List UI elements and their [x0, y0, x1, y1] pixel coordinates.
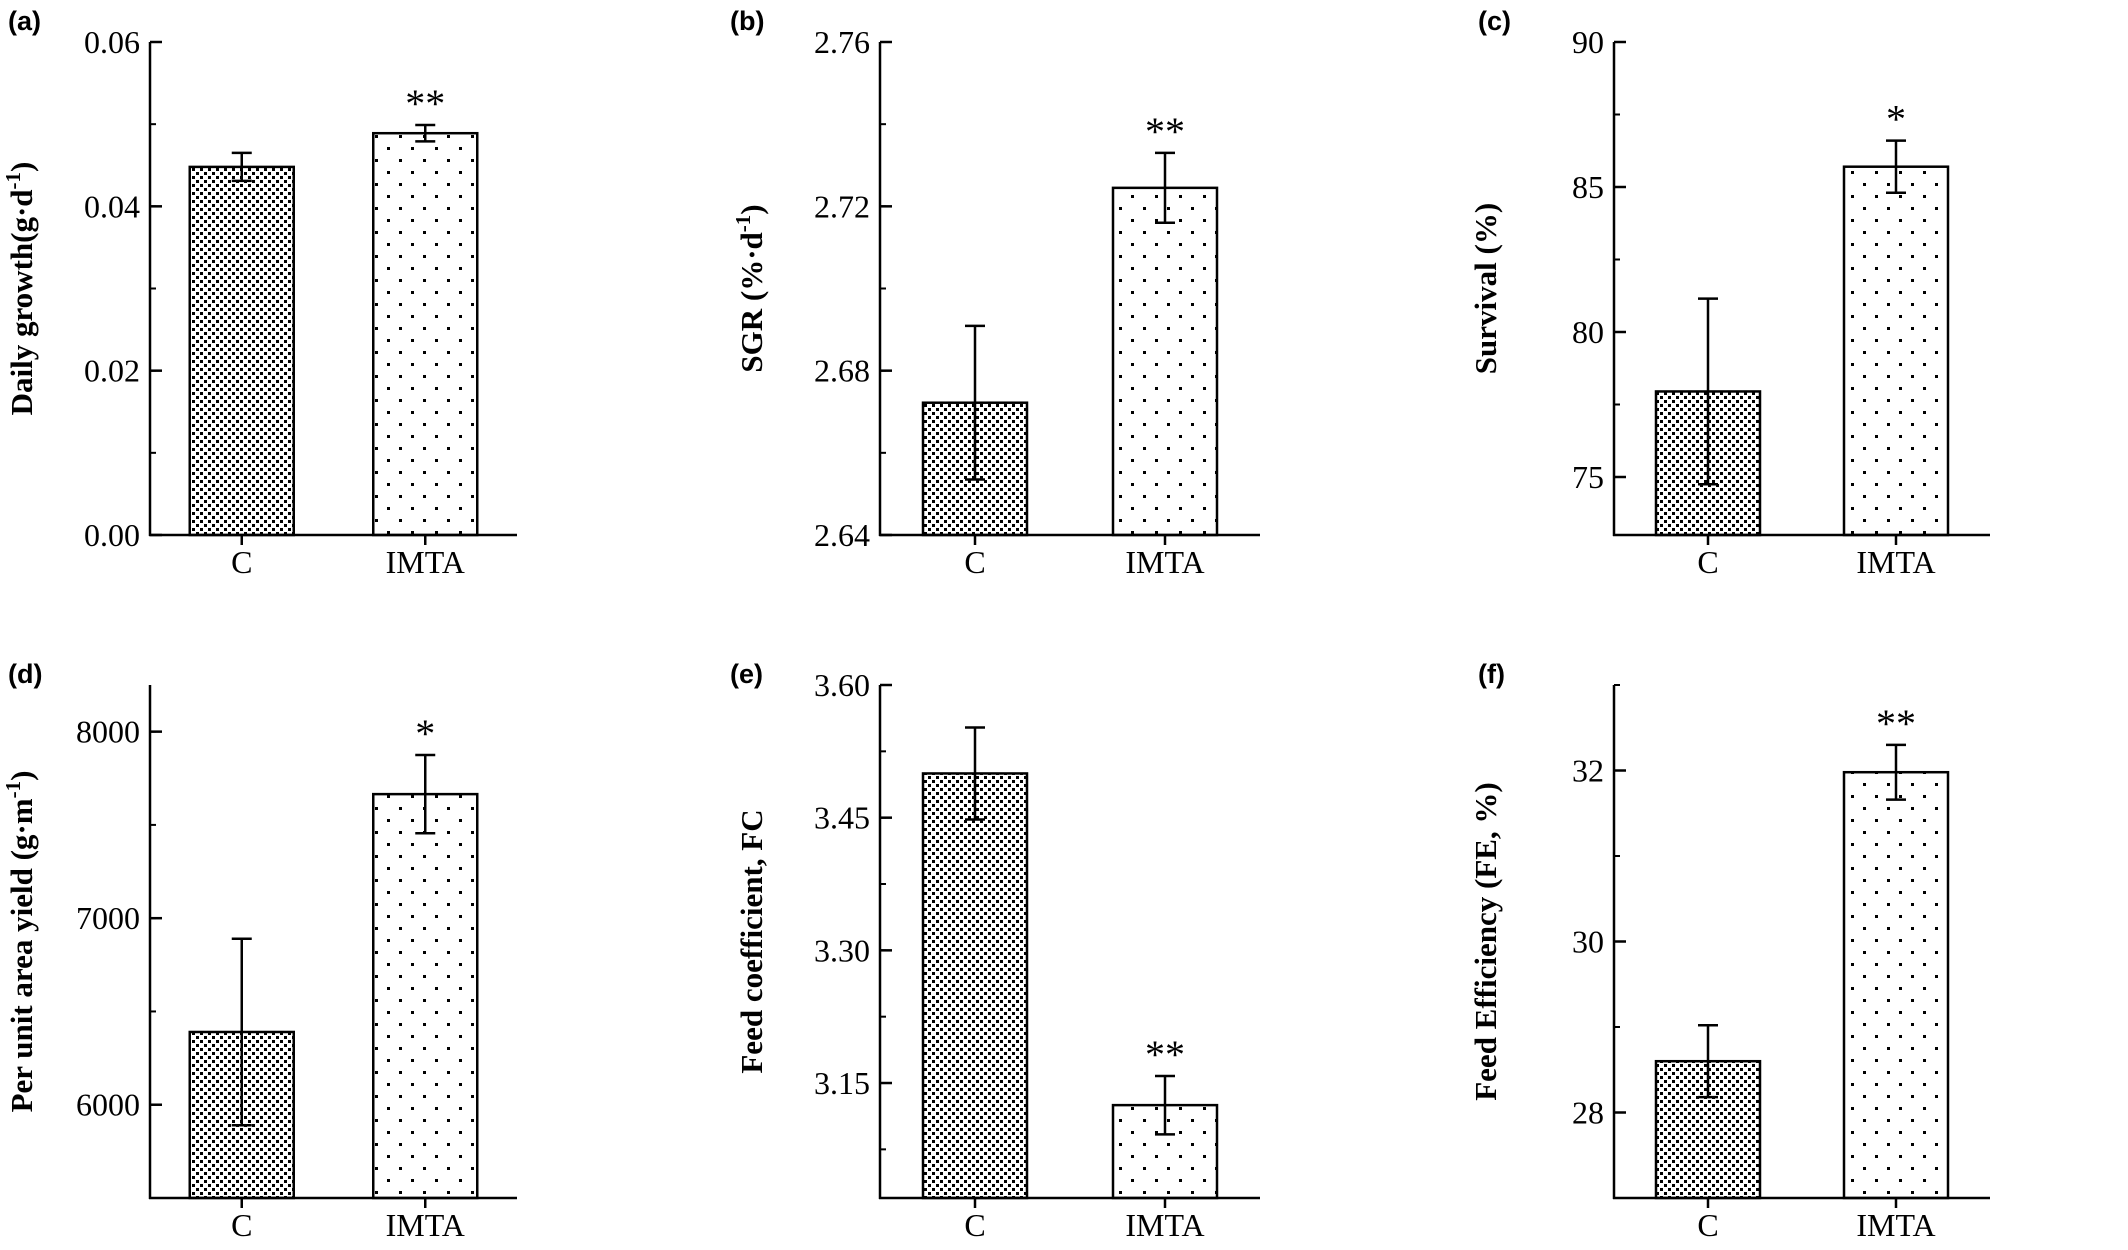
significance-label: *	[415, 711, 435, 756]
y-axis-title-main: SGR (%·d	[734, 232, 769, 372]
bar-imta	[1111, 186, 1219, 537]
bar-c	[921, 772, 1029, 1200]
significance-label: *	[1886, 97, 1906, 142]
panel-e: (e) C ** IMTA 3.15 3.30 3.45 3.60 Feed coefficie…	[730, 659, 1260, 1243]
panel-f: (f) C ** IMTA 28 30 32 Feed Efficiency (FE, %)	[1468, 659, 1990, 1243]
bar-imta	[1842, 770, 1950, 1200]
x-tick-label: IMTA	[1125, 1207, 1204, 1243]
bar-imta	[372, 792, 479, 1200]
y-tick-label: 2.68	[814, 353, 870, 389]
y-tick-label: 80	[1572, 314, 1604, 350]
panel-d: (d) C * IMTA 6000 7000 8000 Per unit area yield…	[1, 659, 517, 1243]
x-tick-label: IMTA	[1856, 1207, 1935, 1243]
x-tick-label: C	[1697, 1207, 1718, 1243]
y-axis-title-main: Per unit area yield (g·m	[4, 798, 39, 1112]
y-tick-label: 28	[1572, 1095, 1604, 1131]
y-axis-title-main: Survival (%)	[1468, 203, 1503, 374]
significance-label: **	[405, 81, 445, 126]
x-tick-label: C	[1697, 544, 1718, 580]
y-axis-title-main: Daily growth(g·d	[4, 189, 39, 415]
panel-b: (b) C ** IMTA 2.64 2.68 2.72 2.76 SGR (%·d-1)	[730, 6, 1260, 580]
x-tick-label: IMTA	[386, 544, 465, 580]
bar-c	[188, 165, 295, 537]
y-tick-label: 0.04	[84, 188, 140, 224]
y-tick-label: 0.00	[84, 517, 140, 553]
y-tick-label: 0.06	[84, 24, 140, 60]
y-tick-label: 75	[1572, 459, 1604, 495]
x-tick-label: IMTA	[1856, 544, 1935, 580]
y-tick-label: 2.72	[814, 188, 870, 224]
x-tick-label: C	[964, 1207, 985, 1243]
bar-imta	[1842, 165, 1950, 537]
y-axis-title: Feed coefficient, FC	[734, 809, 769, 1073]
panel-a: (a) C ** IMTA 0.00 0.02 0.04 0.06 Daily growth(g…	[1, 6, 517, 580]
y-axis-title-superscript: -1	[1, 781, 25, 799]
x-tick-label: IMTA	[1125, 544, 1204, 580]
y-axis-title-main: Feed Efficiency (FE, %)	[1468, 782, 1503, 1101]
y-axis-title: Per unit area yield (g·m-1)	[1, 771, 39, 1113]
bar-imta	[372, 131, 479, 537]
y-tick-label: 6000	[76, 1087, 140, 1123]
x-tick-label: IMTA	[386, 1207, 465, 1243]
panel-letter: (b)	[730, 6, 764, 36]
x-tick-label: C	[964, 544, 985, 580]
y-tick-label: 2.76	[814, 24, 870, 60]
y-tick-label: 8000	[76, 714, 140, 750]
y-axis-title: SGR (%·d-1)	[731, 204, 769, 372]
y-axis-title-superscript: -1	[1, 172, 25, 190]
y-tick-label: 0.02	[84, 353, 140, 389]
y-axis-title-tail: )	[734, 204, 769, 214]
panel-letter: (d)	[8, 659, 42, 689]
y-axis-title: Daily growth(g·d-1)	[1, 162, 39, 416]
y-tick-label: 90	[1572, 24, 1604, 60]
y-axis-title: Survival (%)	[1468, 203, 1503, 374]
y-tick-label: 3.60	[814, 667, 870, 703]
y-axis-title-superscript: -1	[731, 215, 755, 233]
x-tick-label: C	[231, 1207, 252, 1243]
y-tick-label: 32	[1572, 753, 1604, 789]
panel-letter: (f)	[1478, 659, 1505, 689]
y-tick-label: 85	[1572, 169, 1604, 205]
y-axis-title-tail: )	[4, 771, 39, 781]
x-tick-label: C	[231, 544, 252, 580]
y-tick-label: 3.45	[814, 800, 870, 836]
significance-label: **	[1145, 1032, 1185, 1077]
panel-c: (c) C * IMTA 75 80 85 90 Survival (%)	[1468, 6, 1990, 580]
significance-label: **	[1145, 109, 1185, 154]
y-axis-title: Feed Efficiency (FE, %)	[1468, 782, 1503, 1101]
y-tick-label: 2.64	[814, 517, 870, 553]
y-tick-label: 30	[1572, 924, 1604, 960]
y-tick-label: 3.30	[814, 932, 870, 968]
y-axis-title-tail: )	[4, 162, 39, 172]
y-tick-label: 7000	[76, 900, 140, 936]
panel-letter: (e)	[730, 659, 763, 689]
panel-letter: (a)	[8, 6, 41, 36]
panel-letter: (c)	[1478, 6, 1511, 36]
y-tick-label: 3.15	[814, 1065, 870, 1101]
significance-label: **	[1876, 701, 1916, 746]
y-axis-title-main: Feed coefficient, FC	[734, 809, 769, 1073]
